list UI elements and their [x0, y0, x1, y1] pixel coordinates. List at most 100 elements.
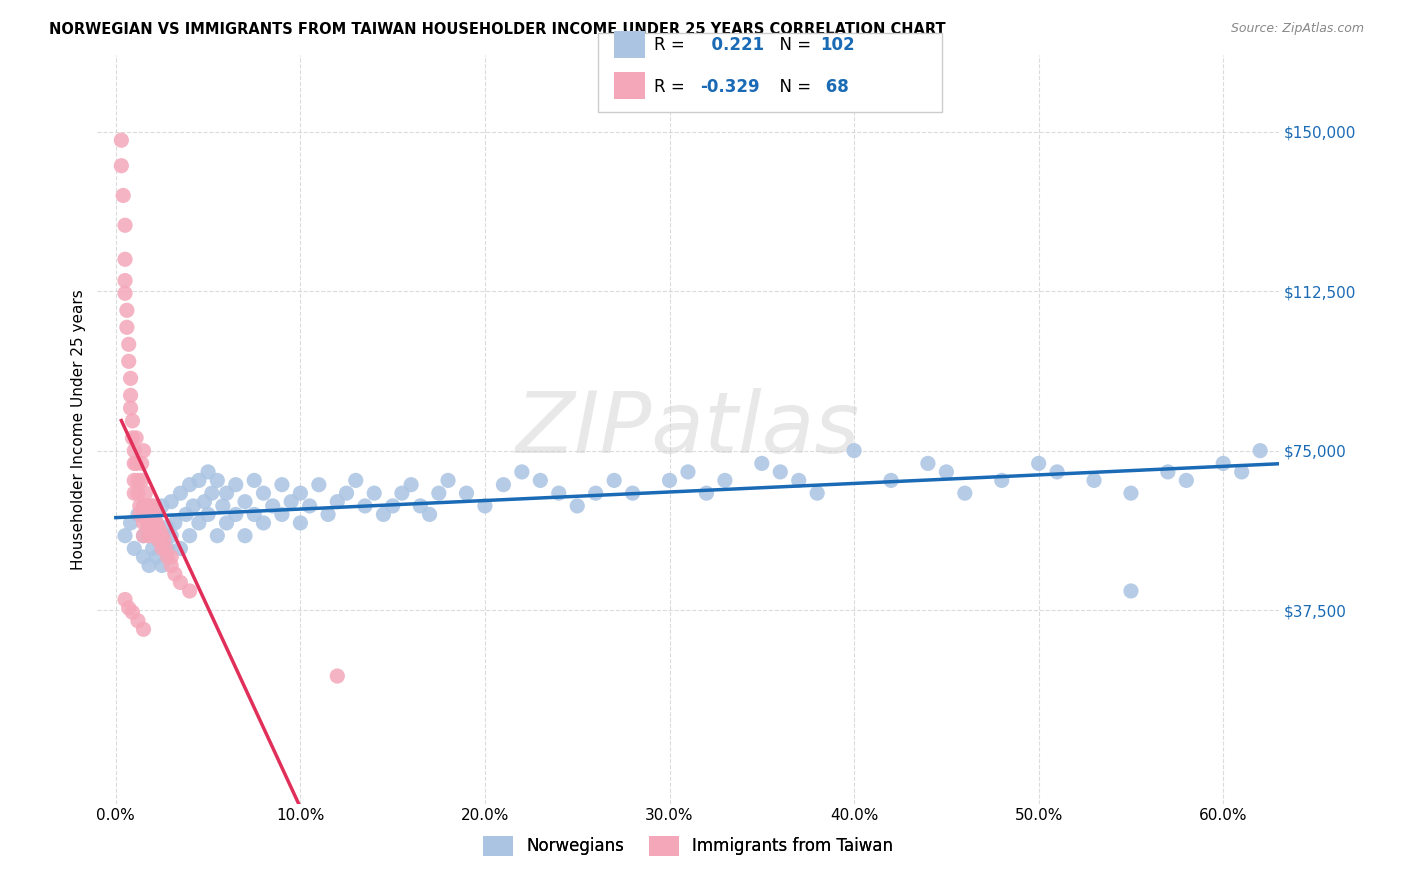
Point: [127, 508, 149, 522]
Point: [290, 516, 312, 530]
Point: [201, 486, 224, 500]
Point: [114, 592, 136, 607]
Text: N =: N =: [769, 78, 817, 95]
Point: [187, 516, 209, 530]
Point: [169, 486, 191, 500]
Point: [152, 533, 174, 547]
Point: [391, 486, 413, 500]
Point: [150, 499, 173, 513]
Point: [1212, 457, 1234, 471]
Text: 102: 102: [820, 37, 855, 54]
Point: [120, 371, 142, 385]
Point: [134, 508, 156, 522]
Point: [121, 431, 143, 445]
Text: Source: ZipAtlas.com: Source: ZipAtlas.com: [1230, 22, 1364, 36]
Point: [114, 219, 136, 233]
Point: [138, 520, 160, 534]
Point: [363, 486, 385, 500]
Point: [1157, 465, 1180, 479]
Point: [529, 474, 551, 488]
Point: [138, 520, 160, 534]
Point: [136, 516, 159, 530]
Point: [132, 622, 155, 636]
Point: [149, 524, 172, 539]
Point: [658, 474, 681, 488]
Point: [567, 499, 589, 513]
Point: [621, 486, 644, 500]
Point: [252, 486, 274, 500]
Point: [381, 499, 404, 513]
Point: [769, 465, 792, 479]
Point: [1028, 457, 1050, 471]
Point: [132, 529, 155, 543]
Point: [252, 516, 274, 530]
Point: [127, 474, 149, 488]
Text: ZIPatlas: ZIPatlas: [516, 388, 860, 471]
Point: [142, 541, 165, 556]
Point: [132, 443, 155, 458]
Point: [150, 529, 173, 543]
Point: [120, 516, 142, 530]
Point: [233, 494, 256, 508]
Text: R =: R =: [654, 78, 690, 95]
Point: [145, 516, 167, 530]
Point: [120, 401, 142, 416]
Point: [114, 286, 136, 301]
Point: [142, 508, 165, 522]
Point: [125, 431, 148, 445]
Point: [197, 465, 219, 479]
Point: [142, 516, 165, 530]
Point: [132, 516, 155, 530]
Point: [225, 508, 247, 522]
Point: [344, 474, 367, 488]
Point: [806, 486, 828, 500]
Point: [138, 529, 160, 543]
Point: [290, 486, 312, 500]
Point: [207, 529, 229, 543]
Point: [148, 520, 170, 534]
Point: [145, 516, 167, 530]
Point: [427, 486, 450, 500]
Point: [207, 474, 229, 488]
Point: [132, 549, 155, 564]
Point: [112, 188, 135, 202]
Point: [138, 558, 160, 573]
Point: [160, 549, 183, 564]
Point: [271, 508, 294, 522]
Point: [215, 486, 238, 500]
Point: [1119, 486, 1142, 500]
Point: [115, 303, 138, 318]
Point: [143, 520, 166, 534]
Point: [128, 499, 150, 513]
Point: [1119, 584, 1142, 599]
Point: [603, 474, 626, 488]
Point: [131, 457, 153, 471]
Point: [695, 486, 717, 500]
Legend: Norwegians, Immigrants from Taiwan: Norwegians, Immigrants from Taiwan: [477, 829, 900, 863]
Point: [399, 477, 422, 491]
Point: [121, 605, 143, 619]
Point: [326, 494, 349, 508]
Point: [150, 558, 173, 573]
Text: N =: N =: [769, 37, 817, 54]
Text: R =: R =: [654, 37, 690, 54]
Point: [243, 474, 266, 488]
Point: [419, 508, 441, 522]
Point: [127, 614, 149, 628]
Point: [474, 499, 496, 513]
Point: [114, 252, 136, 267]
Point: [145, 529, 167, 543]
Point: [156, 520, 179, 534]
Point: [118, 601, 141, 615]
Point: [326, 669, 349, 683]
Text: NORWEGIAN VS IMMIGRANTS FROM TAIWAN HOUSEHOLDER INCOME UNDER 25 YEARS CORRELATIO: NORWEGIAN VS IMMIGRANTS FROM TAIWAN HOUS…: [49, 22, 946, 37]
Point: [127, 486, 149, 500]
Point: [880, 474, 903, 488]
Point: [225, 477, 247, 491]
Point: [547, 486, 569, 500]
Point: [787, 474, 810, 488]
Text: 68: 68: [820, 78, 848, 95]
Point: [298, 499, 321, 513]
Point: [122, 457, 145, 471]
Point: [115, 320, 138, 334]
